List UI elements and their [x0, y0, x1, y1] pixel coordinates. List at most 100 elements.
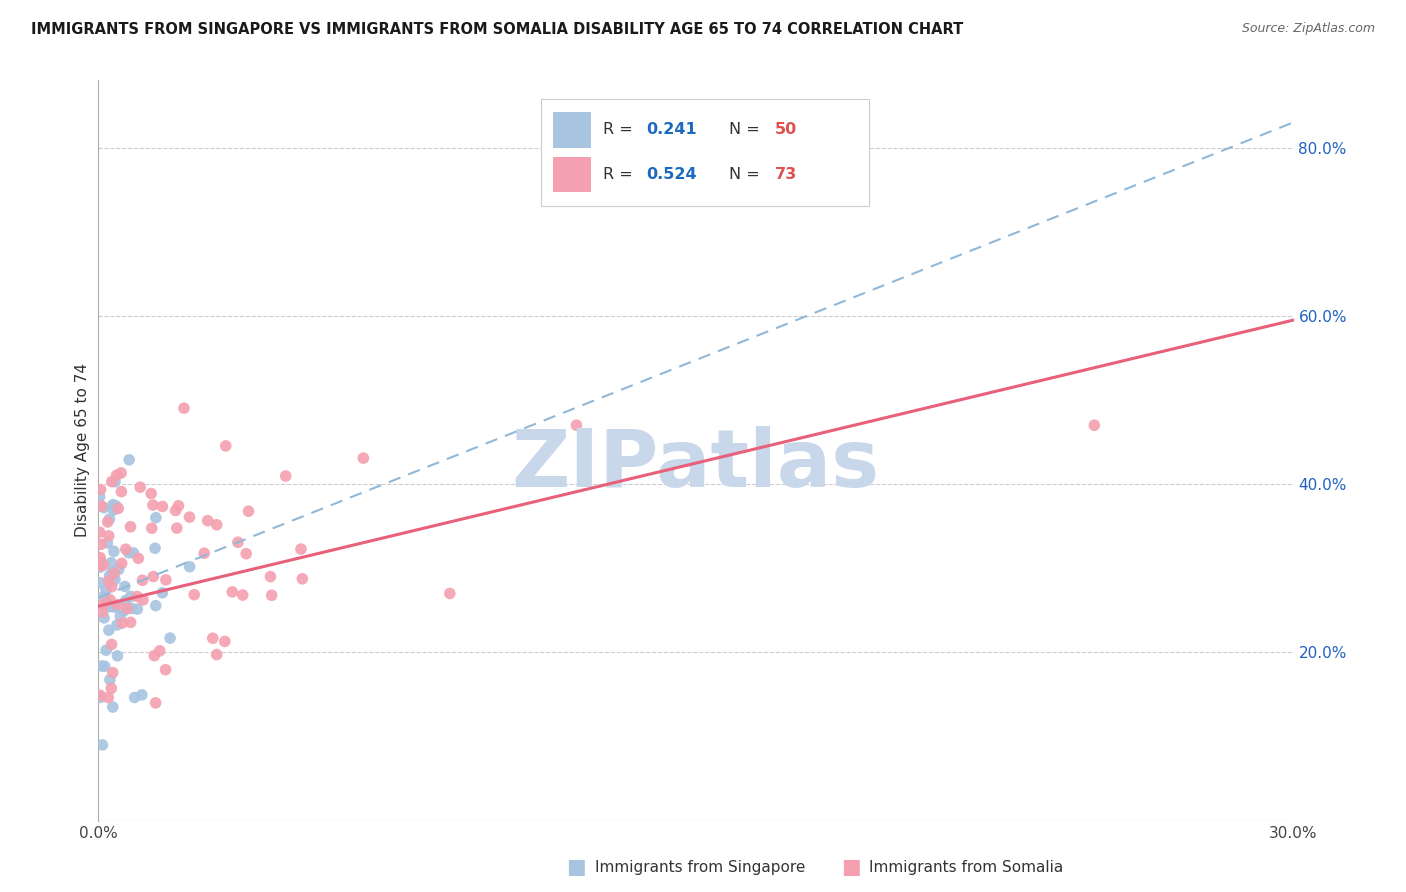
Point [439, 586, 461, 600]
Point [120, 615, 142, 630]
Point [141, 486, 163, 500]
Point [100, 637, 122, 651]
Text: N =: N = [730, 122, 765, 137]
Point [201, 632, 224, 646]
Point [98, 512, 121, 526]
Point [132, 593, 155, 607]
Point [90, 537, 112, 551]
Point [90, 555, 112, 569]
FancyBboxPatch shape [541, 99, 869, 206]
Point [105, 499, 128, 513]
Point [100, 556, 122, 570]
Point [117, 601, 139, 615]
Point [183, 588, 205, 602]
Point [197, 514, 219, 528]
Point [145, 696, 167, 710]
Text: N =: N = [730, 167, 765, 182]
Point [352, 451, 374, 466]
Point [260, 588, 283, 602]
Point [89, 490, 111, 504]
Text: 0.241: 0.241 [645, 122, 696, 137]
Point [89, 575, 111, 590]
Point [205, 648, 228, 662]
Point [98, 568, 121, 582]
Point [101, 599, 124, 614]
Point [165, 503, 187, 517]
Point [93, 500, 115, 515]
FancyBboxPatch shape [553, 112, 591, 148]
Point [149, 644, 172, 658]
Point [127, 602, 149, 616]
Point [97, 529, 120, 543]
Point [167, 499, 190, 513]
Point [100, 580, 122, 594]
Point [110, 466, 132, 480]
Text: 73: 73 [775, 167, 797, 182]
Point [100, 475, 122, 489]
Point [89, 560, 111, 574]
Point [235, 547, 257, 561]
Point [118, 546, 141, 560]
Point [142, 498, 165, 512]
Point [232, 588, 254, 602]
Point [274, 469, 297, 483]
Point [100, 681, 122, 696]
Point [98, 673, 121, 687]
Point [101, 566, 124, 580]
Point [111, 616, 134, 631]
Point [215, 439, 238, 453]
Point [89, 525, 111, 540]
FancyBboxPatch shape [553, 156, 591, 192]
Point [145, 599, 167, 613]
Point [141, 521, 163, 535]
Text: R =: R = [603, 167, 638, 182]
Point [159, 631, 181, 645]
Point [143, 648, 166, 663]
Point [91, 738, 114, 752]
Point [114, 542, 136, 557]
Text: IMMIGRANTS FROM SINGAPORE VS IMMIGRANTS FROM SOMALIA DISABILITY AGE 65 TO 74 COR: IMMIGRANTS FROM SINGAPORE VS IMMIGRANTS … [31, 22, 963, 37]
Point [155, 663, 177, 677]
Text: ZIPatlas: ZIPatlas [512, 426, 880, 504]
Point [97, 574, 120, 588]
Point [290, 542, 312, 557]
Point [97, 623, 120, 637]
Point [91, 558, 114, 573]
Point [1083, 418, 1105, 433]
Point [221, 585, 243, 599]
Point [89, 558, 111, 573]
Point [259, 569, 281, 583]
Point [103, 600, 125, 615]
Point [152, 586, 174, 600]
Point [107, 648, 129, 663]
Point [97, 690, 120, 705]
Point [96, 594, 118, 608]
Point [89, 550, 111, 565]
Point [96, 536, 118, 550]
Point [105, 598, 128, 612]
Point [114, 579, 136, 593]
Point [129, 480, 152, 494]
Point [152, 500, 174, 514]
Point [127, 551, 149, 566]
Point [226, 535, 249, 549]
Point [179, 559, 201, 574]
Point [114, 593, 136, 607]
Point [101, 700, 124, 714]
Text: Immigrants from Somalia: Immigrants from Somalia [869, 860, 1063, 874]
Point [94, 643, 117, 657]
Point [120, 590, 142, 604]
Text: ■: ■ [841, 857, 860, 877]
Text: Source: ZipAtlas.com: Source: ZipAtlas.com [1241, 22, 1375, 36]
Point [91, 605, 114, 619]
Point [89, 689, 111, 703]
Point [93, 659, 115, 673]
Point [110, 484, 132, 499]
Point [90, 483, 112, 497]
Point [145, 510, 167, 524]
Y-axis label: Disability Age 65 to 74: Disability Age 65 to 74 [75, 363, 90, 538]
Point [131, 574, 153, 588]
Point [122, 546, 145, 560]
Point [90, 499, 112, 513]
Point [121, 601, 143, 615]
